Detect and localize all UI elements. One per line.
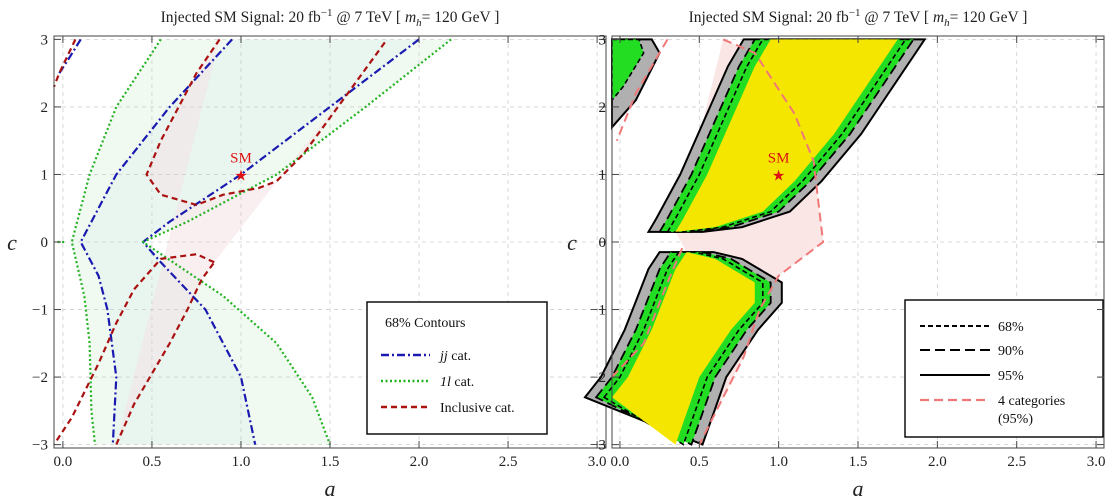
x-tick-label: 1.0 xyxy=(769,454,788,470)
y-tick-label: −1 xyxy=(32,303,48,319)
right-confidence-bands xyxy=(583,38,927,446)
contour-1l-1 xyxy=(70,38,162,445)
right-x-ticks: 0.0 0.5 1.0 1.5 2.0 2.5 3.0 xyxy=(611,454,1106,470)
contour-jj-2 xyxy=(79,38,233,445)
right-contour-chart: Injected SM Signal: 20 fb−1 @ 7 TeV [ mh… xyxy=(567,7,1105,499)
y-tick-label: 0 xyxy=(599,235,607,251)
left-x-ticks: 0.0 0.5 1.0 1.5 2.0 2.5 3.0 xyxy=(54,454,607,470)
right-legend-box xyxy=(904,299,1104,438)
right-legend-label-4cat-sub: (95%) xyxy=(998,412,1033,427)
left-legend-box xyxy=(366,301,548,435)
right-legend-label-4cat: 4 categories xyxy=(998,394,1065,409)
right-y-ticks: −3 −2 −1 0 1 2 3 xyxy=(590,32,606,453)
contour-inclusive-0 xyxy=(52,38,77,88)
left-x-axis-label: a xyxy=(325,476,336,499)
y-tick-label: 2 xyxy=(41,100,49,116)
left-y-ticks: −3 −2 −1 0 1 2 3 xyxy=(32,32,48,453)
y-tick-label: 3 xyxy=(41,32,49,48)
right-legend-label-90: 90% xyxy=(998,344,1024,359)
x-tick-label: 0.5 xyxy=(143,454,162,470)
y-tick-label: −2 xyxy=(32,370,48,386)
y-tick-label: −1 xyxy=(590,303,606,319)
x-tick-label: 3.0 xyxy=(1087,454,1106,470)
y-tick-label: 1 xyxy=(41,167,49,183)
x-tick-label: 2.5 xyxy=(499,454,518,470)
right-legend-label-68: 68% xyxy=(998,320,1024,335)
x-tick-label: 0.0 xyxy=(611,454,630,470)
left-contour-fills xyxy=(71,39,452,445)
x-tick-label: 3.0 xyxy=(588,454,607,470)
lower-core xyxy=(612,252,755,445)
four-cat-outline-upper-left xyxy=(615,38,669,142)
x-tick-label: 1.5 xyxy=(849,454,868,470)
left-chart-title: Injected SM Signal: 20 fb−1 @ 7 TeV [ mh… xyxy=(161,7,500,29)
x-tick-label: 0.5 xyxy=(690,454,709,470)
left-legend: 68% Contours jj cat. 1l cat. Inclusive c… xyxy=(366,301,548,435)
y-tick-label: 2 xyxy=(599,100,607,116)
contour-inclusive-3 xyxy=(115,261,216,446)
left-region-fill xyxy=(116,39,388,445)
right-x-axis-label: a xyxy=(853,476,864,499)
y-tick-label: −3 xyxy=(590,438,606,454)
y-tick-label: 3 xyxy=(599,32,607,48)
left-sm-label: SM xyxy=(230,150,252,166)
right-sm-label: SM xyxy=(768,150,790,166)
left-legend-label-inclusive: Inclusive cat. xyxy=(440,401,515,416)
left-legend-title: 68% Contours xyxy=(385,316,466,331)
left-plot-frame xyxy=(53,35,607,449)
upper-core xyxy=(675,39,898,232)
x-tick-label: 0.0 xyxy=(54,454,73,470)
contour-inclusive-2 xyxy=(53,253,215,446)
x-tick-label: 2.0 xyxy=(410,454,429,470)
x-tick-label: 1.5 xyxy=(321,454,340,470)
right-legend-label-95: 95% xyxy=(998,369,1024,384)
right-legend: 68% 90% 95% 4 categories (95%) xyxy=(904,299,1104,438)
left-sm-marker: ★ SM xyxy=(230,150,252,184)
y-tick-label: −2 xyxy=(590,370,606,386)
left-contour-chart: Injected SM Signal: 20 fb−1 @ 7 TeV [ mh… xyxy=(7,7,607,499)
x-tick-label: 1.0 xyxy=(232,454,251,470)
left-legend-label-1l: 1l cat. xyxy=(440,375,474,390)
x-tick-label: 2.0 xyxy=(928,454,947,470)
contour-1l-0 xyxy=(141,38,452,445)
y-tick-label: −3 xyxy=(32,438,48,454)
right-sm-star: ★ xyxy=(772,168,785,184)
four-cat-outline-lower xyxy=(611,245,685,378)
right-plot-frame xyxy=(611,35,1105,449)
left-y-axis-label: c xyxy=(7,230,17,255)
x-tick-label: 2.5 xyxy=(1007,454,1026,470)
contour-inclusive-1 xyxy=(145,38,388,206)
right-sm-marker: ★ SM xyxy=(768,150,790,184)
y-tick-label: 0 xyxy=(41,235,49,251)
right-chart-title: Injected SM Signal: 20 fb−1 @ 7 TeV [ mh… xyxy=(689,7,1028,29)
left-legend-label-jj: jj cat. xyxy=(438,349,471,364)
right-y-axis-label: c xyxy=(567,230,577,255)
left-sm-star: ★ xyxy=(234,168,247,184)
four-cat-outline xyxy=(698,38,825,446)
y-tick-label: 1 xyxy=(599,167,607,183)
